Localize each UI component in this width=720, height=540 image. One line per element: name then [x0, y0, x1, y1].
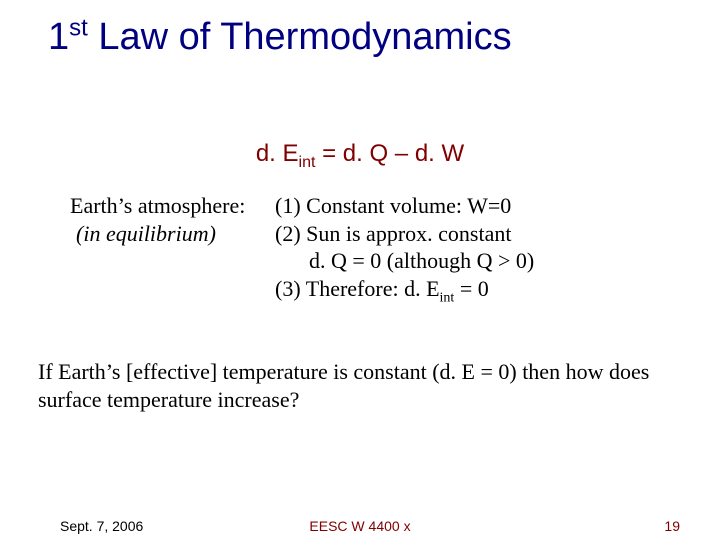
point-2: (2) Sun is approx. constant	[275, 220, 660, 248]
body-content: Earth’s atmosphere: (in equilibrium) (1)…	[70, 192, 660, 302]
slide: 1st Law of Thermodynamics d. Eint = d. Q…	[0, 0, 720, 540]
point-3-sub: int	[440, 290, 455, 305]
question-text: If Earth’s [effective] temperature is co…	[38, 358, 688, 413]
equation-part2: = d. Q – d. W	[315, 140, 464, 167]
slide-title: 1st Law of Thermodynamics	[48, 16, 512, 58]
point-2-sub: d. Q = 0 (although Q > 0)	[275, 247, 660, 275]
equilibrium-label: (in equilibrium)	[70, 220, 275, 248]
point-1: (1) Constant volume: W=0	[275, 192, 660, 220]
body-right-column: (1) Constant volume: W=0 (2) Sun is appr…	[275, 192, 660, 302]
main-equation: d. Eint = d. Q – d. W	[0, 140, 720, 168]
point-3-a: (3) Therefore: d. E	[275, 276, 440, 301]
equation-subscript: int	[299, 154, 316, 171]
title-number: 1	[48, 16, 69, 58]
title-container: 1st Law of Thermodynamics	[38, 10, 638, 70]
point-3: (3) Therefore: d. Eint = 0	[275, 275, 660, 303]
footer-page: 19	[664, 518, 680, 534]
body-left-column: Earth’s atmosphere: (in equilibrium)	[70, 192, 275, 302]
footer-course: EESC W 4400 x	[0, 518, 720, 534]
atmosphere-label: Earth’s atmosphere:	[70, 192, 275, 220]
point-3-b: = 0	[454, 276, 488, 301]
equation-part1: d. E	[256, 140, 299, 167]
title-superscript: st	[69, 14, 88, 41]
title-rest: Law of Thermodynamics	[88, 16, 512, 58]
